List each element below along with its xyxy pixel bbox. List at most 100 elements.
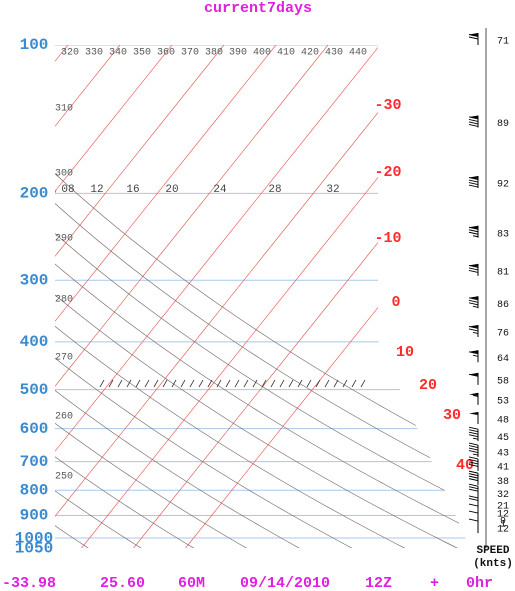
- pressure-label: 100: [20, 36, 49, 54]
- level-mark: [234, 379, 240, 388]
- theta-label: 270: [55, 353, 73, 364]
- wind-speed-label: 83: [497, 229, 509, 240]
- barb-pennant: [469, 324, 478, 328]
- theta-label: 300: [55, 169, 73, 180]
- footer-text: 60M: [178, 575, 205, 591]
- wind-barb: [468, 456, 479, 471]
- barb-full: [468, 36, 479, 40]
- theta-label: 380: [205, 48, 223, 59]
- theta-label: 350: [133, 48, 151, 59]
- barb-full: [468, 373, 479, 377]
- wind-speed-label: 86: [497, 300, 509, 311]
- footer-text: 09/14/2010: [240, 575, 330, 591]
- barb-full: [468, 488, 479, 492]
- barb-half: [472, 437, 479, 440]
- wind-speed-label: 64: [497, 354, 509, 365]
- level-mark: [153, 379, 159, 388]
- theta-label: 340: [109, 48, 127, 59]
- theta-label: 290: [55, 234, 73, 245]
- wind-speed-label: 21: [497, 502, 509, 513]
- wind-barb: [468, 225, 479, 238]
- isotherm: [91, 45, 470, 548]
- wind-barb: [469, 392, 479, 405]
- dry-adiabat: [55, 45, 285, 548]
- theta-label: 320: [61, 48, 79, 59]
- barb-half: [472, 354, 479, 357]
- wind-speed-label: 71: [497, 37, 509, 48]
- level-mark: [180, 379, 186, 388]
- level-mark: [315, 379, 321, 388]
- level-mark: [351, 379, 357, 388]
- wind-barb: [469, 411, 479, 424]
- upper-label: 12: [90, 184, 103, 196]
- level-mark: [333, 379, 339, 388]
- footer-text: -33.98: [2, 575, 56, 591]
- level-mark: [171, 379, 177, 388]
- wind-speed-label: 58: [497, 377, 509, 388]
- barb-full: [468, 518, 479, 522]
- wind-speed-label: 92: [497, 180, 509, 191]
- barb-full: [468, 302, 479, 306]
- barb-full: [468, 326, 479, 329]
- barb-pennant: [469, 263, 478, 267]
- wind-barb: [468, 350, 479, 363]
- isotherm-label: -20: [374, 164, 401, 181]
- level-mark: [270, 379, 276, 388]
- barb-full: [468, 184, 479, 188]
- barb-full: [468, 121, 479, 125]
- barb-full: [468, 459, 479, 462]
- upper-label: 16: [126, 184, 139, 196]
- pressure-label: 700: [20, 453, 49, 471]
- barb-full: [468, 503, 479, 507]
- barb-full: [468, 269, 479, 273]
- isotherm-label: 20: [419, 377, 437, 394]
- barb-full: [468, 456, 479, 460]
- pressure-label: 800: [20, 481, 49, 499]
- dry-adiabat: [55, 45, 455, 548]
- level-mark: [243, 379, 249, 388]
- barb-half: [472, 453, 479, 456]
- barb-full: [468, 483, 479, 487]
- upper-label: 28: [268, 184, 281, 196]
- level-mark: [252, 379, 258, 388]
- wind-speed-label: 12: [497, 525, 509, 536]
- barb-full: [468, 442, 479, 446]
- pressure-label: 600: [20, 420, 49, 438]
- level-mark: [297, 379, 303, 388]
- chart-title: current7days: [204, 0, 312, 17]
- upper-label: 08: [61, 184, 74, 196]
- theta-label: 370: [181, 48, 199, 59]
- pressure-label: 500: [20, 381, 49, 399]
- pressure-label: 1050: [15, 540, 53, 558]
- barb-full: [468, 351, 479, 355]
- level-mark: [135, 379, 141, 388]
- wind-barb: [468, 442, 479, 458]
- barb-half: [472, 235, 479, 238]
- wind-barb: [468, 483, 479, 499]
- barb-full: [468, 226, 479, 230]
- upper-label: 20: [165, 184, 178, 196]
- barb-half: [472, 305, 479, 308]
- barb-full: [468, 229, 479, 233]
- footer-text: 12Z: [365, 575, 392, 591]
- barb-full: [468, 510, 479, 514]
- wind-speed-label: 38: [497, 477, 509, 488]
- level-mark: [108, 379, 114, 388]
- wind-speed-label: 43: [497, 449, 509, 460]
- barb-full: [468, 124, 479, 127]
- footer-text: 0hr: [466, 575, 493, 591]
- barb-half: [472, 394, 479, 397]
- level-mark: [342, 379, 348, 388]
- barb-full: [468, 299, 479, 303]
- theta-label: 330: [85, 48, 103, 59]
- barb-full: [468, 473, 479, 477]
- barb-full: [468, 461, 479, 465]
- barb-full: [468, 434, 479, 438]
- wind-speed-label: 45: [497, 433, 509, 444]
- upper-label: 32: [326, 184, 339, 196]
- wind-speed-label: 81: [497, 268, 509, 279]
- barb-full: [468, 445, 479, 448]
